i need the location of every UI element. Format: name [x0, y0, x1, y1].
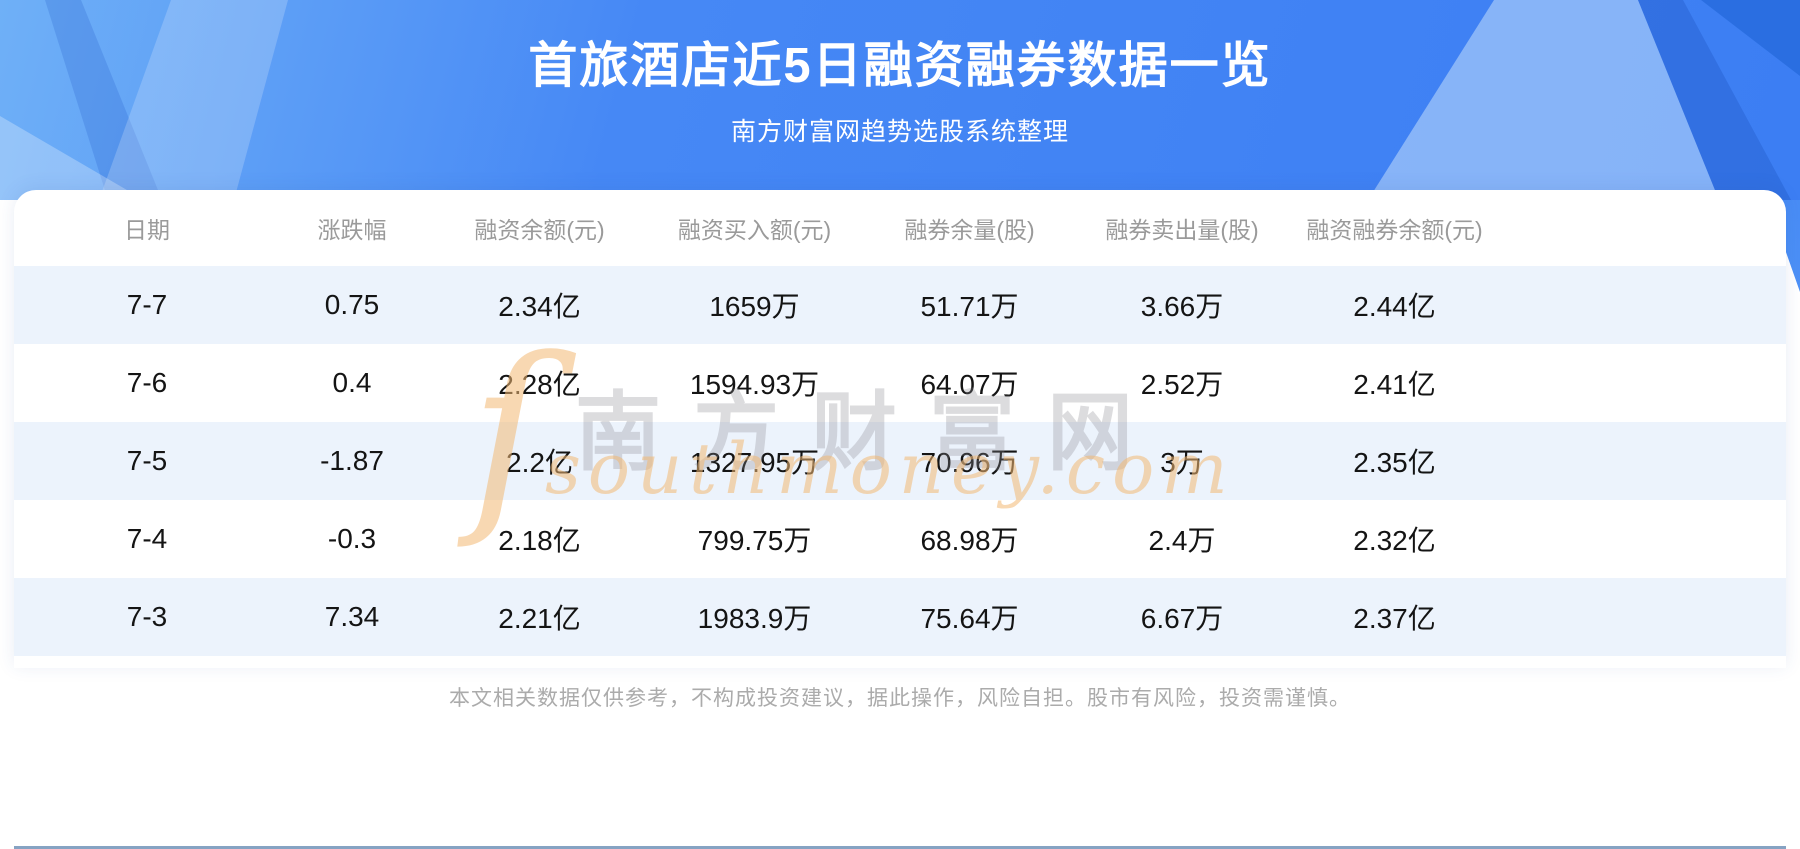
cell-financing-buy: 1594.93万: [689, 369, 820, 400]
cell-change: 0.4: [332, 367, 372, 398]
margin-data-table: 日期 涨跌幅 融资余额(元) 融资买入额(元) 融券余量(股) 融券卖出量(股)…: [14, 190, 1786, 656]
cell-securities-sold: 3.66万: [1140, 291, 1224, 322]
cell-financing-buy: 1327.95万: [689, 447, 820, 478]
table-row: 7-6 0.4 2.28亿 1594.93万 64.07万 2.52万 2.41…: [22, 344, 1502, 422]
cell-financing-balance: 2.18亿: [498, 525, 581, 556]
cell-date: 7-3: [126, 601, 168, 632]
cell-securities-balance: 75.64万: [920, 603, 1019, 634]
table-row: 7-7 0.75 2.34亿 1659万 51.71万 3.66万 2.44亿: [14, 266, 1786, 344]
cell-financing-balance: 2.2亿: [506, 447, 573, 478]
cell-date: 7-6: [126, 367, 168, 398]
cell-total-balance: 2.32亿: [1353, 525, 1436, 556]
cell-financing-balance: 2.21亿: [498, 603, 581, 634]
cell-securities-sold: 2.52万: [1140, 369, 1224, 400]
column-header-securities-sold: 融券卖出量(股): [1105, 217, 1259, 243]
column-header-financing-balance: 融资余额(元): [474, 217, 605, 243]
cell-date: 7-4: [126, 523, 168, 554]
cell-financing-buy: 799.75万: [697, 525, 812, 556]
cell-securities-balance: 70.96万: [920, 447, 1019, 478]
table-header-row: 日期 涨跌幅 融资余额(元) 融资买入额(元) 融券余量(股) 融券卖出量(股)…: [22, 190, 1502, 266]
cell-total-balance: 2.44亿: [1353, 291, 1436, 322]
column-header-securities-balance: 融券余量(股): [904, 217, 1035, 243]
page-subtitle: 南方财富网趋势选股系统整理: [730, 118, 1069, 146]
cell-securities-sold: 2.4万: [1148, 525, 1216, 556]
cell-securities-balance: 64.07万: [920, 369, 1019, 400]
cell-financing-buy: 1983.9万: [697, 603, 812, 634]
cell-change: 7.34: [324, 601, 380, 632]
table-row: 7-4 -0.3 2.18亿 799.75万 68.98万 2.4万 2.32亿: [22, 500, 1502, 578]
cell-change: -1.87: [320, 445, 384, 476]
cell-date: 7-7: [126, 289, 168, 320]
page-title: 首旅酒店近5日融资融券数据一览: [528, 39, 1272, 93]
column-header-change: 涨跌幅: [317, 217, 387, 243]
cell-change: -0.3: [327, 523, 377, 554]
cell-date: 7-5: [126, 445, 168, 476]
cell-securities-balance: 51.71万: [920, 291, 1019, 322]
column-header-total-balance: 融资融券余额(元): [1306, 217, 1483, 243]
cell-securities-sold: 3万: [1160, 447, 1204, 478]
disclaimer-text: 本文相关数据仅供参考，不构成投资建议，据此操作，风险自担。股市有风险，投资需谨慎…: [449, 687, 1351, 710]
cell-total-balance: 2.41亿: [1353, 369, 1436, 400]
cell-financing-balance: 2.34亿: [498, 291, 581, 322]
table-row: 7-3 7.34 2.21亿 1983.9万 75.64万 6.67万 2.37…: [14, 578, 1786, 656]
cell-change: 0.75: [324, 289, 380, 320]
column-header-date: 日期: [124, 217, 170, 243]
cell-total-balance: 2.35亿: [1353, 447, 1436, 478]
cell-securities-sold: 6.67万: [1140, 603, 1224, 634]
cell-total-balance: 2.37亿: [1353, 603, 1436, 634]
cell-financing-buy: 1659万: [709, 291, 800, 322]
table-row: 7-5 -1.87 2.2亿 1327.95万 70.96万 3万 2.35亿: [14, 422, 1786, 500]
column-header-financing-buy: 融资买入额(元): [677, 217, 832, 243]
cell-financing-balance: 2.28亿: [498, 369, 581, 400]
cell-securities-balance: 68.98万: [920, 525, 1019, 556]
header-banner: 首旅酒店近5日融资融券数据一览 南方财富网趋势选股系统整理: [0, 0, 1800, 200]
data-card: 日期 涨跌幅 融资余额(元) 融资买入额(元) 融券余量(股) 融券卖出量(股)…: [14, 190, 1786, 849]
